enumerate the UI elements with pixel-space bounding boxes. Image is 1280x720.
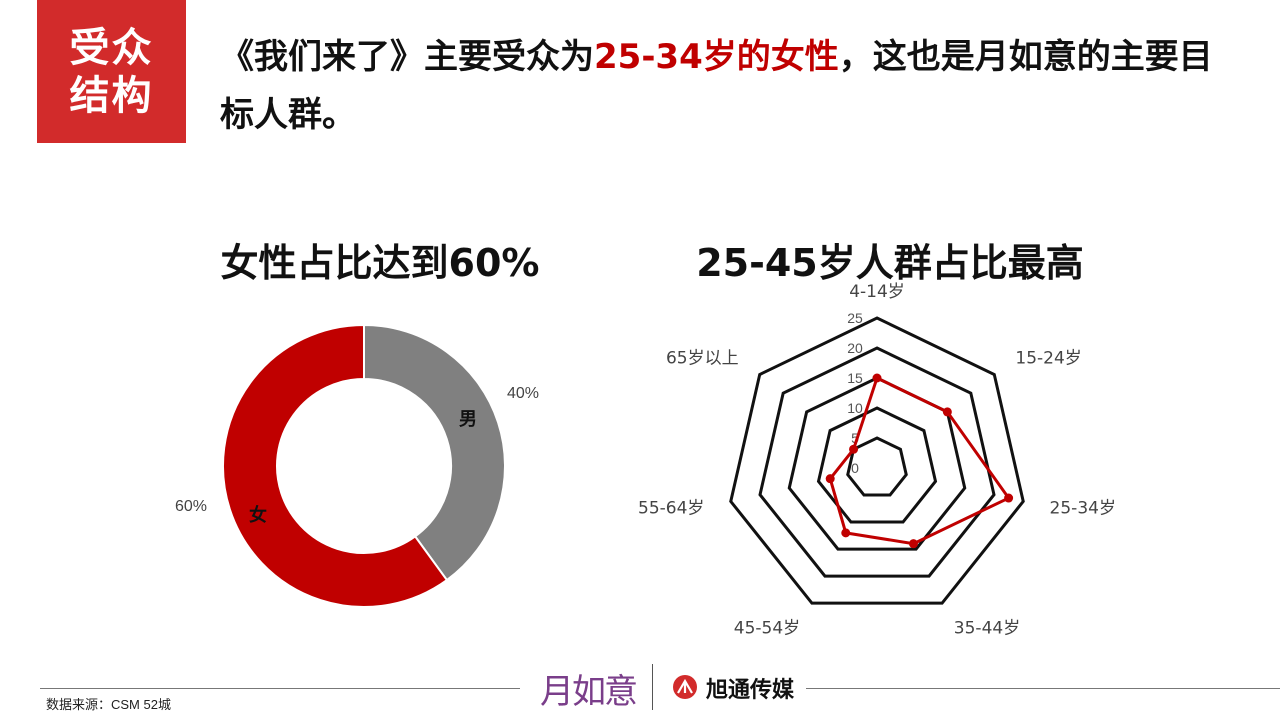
radar-tick-label: 0 — [851, 460, 859, 476]
radar-tick-label: 20 — [847, 340, 863, 356]
donut-category-label: 男 — [459, 409, 477, 430]
radar-grid-ring — [787, 376, 967, 551]
radar-chart-title: 25-45岁人群占比最高 — [696, 241, 1084, 285]
footer-divider-right — [806, 688, 1280, 689]
donut-slice-female — [222, 323, 449, 608]
radar-category-label: 45-54岁 — [734, 618, 800, 638]
donut-category-label: 女 — [249, 504, 267, 526]
headline-part-2: ，这也是月如意的主要目标人群。 — [220, 37, 1213, 135]
radar-category-label: 55-64岁 — [638, 498, 704, 518]
donut-value-label: 60% — [175, 498, 207, 515]
data-source-note: 数据来源：CSM 52城 — [46, 697, 171, 712]
radar-data-point — [1004, 493, 1014, 503]
donut-chart-title: 女性占比达到60% — [220, 241, 540, 285]
radar-category-label: 35-44岁 — [954, 618, 1020, 638]
radar-tick-label: 5 — [851, 430, 859, 446]
yueruyi-logo: 月如意 — [540, 672, 638, 712]
headline-highlight: 25-34岁的女性 — [594, 37, 839, 77]
radar-data-point — [841, 528, 851, 538]
radar-series-line — [828, 375, 1011, 546]
badge-line-1: 受众 — [69, 24, 154, 71]
radar-data-point — [825, 474, 835, 484]
logo-divider — [652, 664, 653, 710]
badge-line-2: 结构 — [69, 72, 154, 119]
donut-slice-male — [363, 323, 506, 582]
radar-data-point — [908, 539, 918, 549]
radar-tick-label: 15 — [847, 370, 863, 386]
radar-grid-ring — [816, 406, 938, 524]
radar-data-point — [872, 373, 882, 383]
headline-part-1: 《我们来了》主要受众为 — [220, 37, 594, 77]
donut-value-label: 40% — [507, 385, 539, 402]
xutong-logo-icon — [673, 675, 697, 699]
radar-category-label: 25-34岁 — [1050, 498, 1116, 518]
section-badge: 受众 结构 — [37, 0, 186, 143]
radar-grid-ring — [758, 346, 996, 578]
footer-divider-left — [40, 688, 520, 689]
radar-data-point — [942, 407, 952, 417]
radar-tick-label: 10 — [847, 400, 863, 416]
headline: 《我们来了》主要受众为25-34岁的女性，这也是月如意的主要目标人群。 — [220, 28, 1230, 144]
radar-tick-label: 25 — [847, 310, 863, 326]
radar-data-point — [849, 444, 859, 454]
xutong-logo-text: 旭通传媒 — [706, 678, 795, 703]
radar-category-label: 65岁以上 — [666, 349, 739, 369]
radar-category-label: 4-14岁 — [849, 282, 905, 302]
radar-category-label: 15-24岁 — [1015, 349, 1081, 369]
radar-grid-ring — [729, 316, 1025, 605]
